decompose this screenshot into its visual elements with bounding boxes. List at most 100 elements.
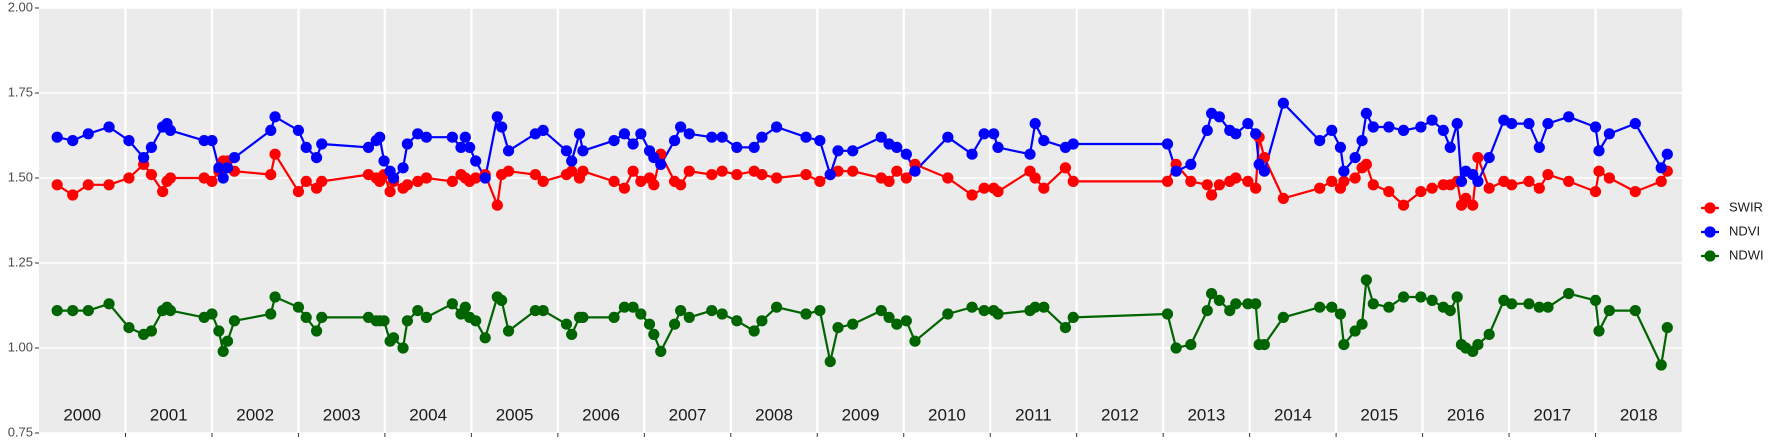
data-point <box>824 356 836 368</box>
data-point <box>655 345 667 357</box>
data-point <box>529 305 541 317</box>
y-tick-label: 1.50 <box>8 169 33 184</box>
legend-key <box>1704 226 1716 238</box>
year-label: 2002 <box>236 405 274 424</box>
data-point <box>387 332 400 344</box>
data-point <box>1589 186 1602 198</box>
data-point <box>374 131 386 143</box>
data-point <box>648 152 660 164</box>
data-point <box>491 111 503 123</box>
data-point <box>566 165 578 177</box>
data-point <box>635 128 647 140</box>
data-point <box>824 169 836 181</box>
data-point <box>1483 152 1495 164</box>
data-point <box>1523 298 1535 310</box>
data-point <box>1213 111 1225 123</box>
data-point <box>529 169 541 181</box>
data-point <box>1563 111 1575 123</box>
data-point <box>1629 186 1641 198</box>
data-point <box>1029 118 1041 130</box>
year-label: 2015 <box>1360 405 1398 424</box>
data-point <box>978 305 990 317</box>
y-tick-label: 1.75 <box>8 84 33 99</box>
data-point <box>1258 339 1270 351</box>
data-point <box>1472 175 1484 187</box>
data-point <box>228 152 241 164</box>
data-point <box>716 308 728 320</box>
data-point <box>228 315 241 327</box>
data-point <box>1360 107 1372 119</box>
data-point <box>1593 325 1605 337</box>
legend-key <box>1704 202 1716 214</box>
data-point <box>1029 301 1041 313</box>
data-point <box>1415 121 1427 133</box>
data-point <box>316 138 328 150</box>
data-point <box>1360 158 1372 170</box>
data-point <box>832 145 844 157</box>
year-label: 2018 <box>1620 405 1658 424</box>
data-point <box>1460 192 1472 204</box>
data-point <box>1242 175 1254 187</box>
data-point <box>942 308 954 320</box>
data-point <box>1205 288 1218 300</box>
data-point <box>1326 124 1338 136</box>
year-label: 2011 <box>1015 405 1052 424</box>
data-point <box>748 141 760 153</box>
data-point <box>51 179 63 191</box>
data-point <box>648 328 660 340</box>
data-point <box>756 315 768 327</box>
data-point <box>292 301 305 313</box>
data-point <box>992 141 1004 153</box>
data-point <box>1201 124 1213 136</box>
data-point <box>978 128 990 140</box>
data-point <box>401 138 413 150</box>
data-point <box>608 311 620 323</box>
data-point <box>217 172 229 184</box>
data-point <box>1661 148 1673 160</box>
data-point <box>206 175 218 187</box>
data-point <box>1661 322 1673 334</box>
data-point <box>470 172 482 184</box>
data-point <box>446 298 458 310</box>
y-tick-label: 1.25 <box>8 254 33 269</box>
data-point <box>412 175 424 187</box>
data-point <box>198 135 210 147</box>
data-point <box>82 179 94 191</box>
data-point <box>1338 165 1350 177</box>
data-point <box>1426 294 1438 306</box>
data-point <box>618 128 631 140</box>
data-point <box>1201 179 1213 191</box>
data-point <box>1170 342 1182 354</box>
data-point <box>213 325 225 337</box>
data-point <box>1024 148 1036 160</box>
data-point <box>502 325 515 337</box>
data-point <box>1467 199 1479 211</box>
data-point <box>1397 124 1410 136</box>
data-point <box>942 172 954 184</box>
data-point <box>1213 294 1225 306</box>
data-point <box>847 165 859 177</box>
data-point <box>310 152 323 164</box>
data-point <box>731 315 743 327</box>
data-point <box>420 311 433 323</box>
data-point <box>748 325 760 337</box>
data-point <box>420 131 433 143</box>
data-point <box>412 305 424 317</box>
data-point <box>1059 162 1072 174</box>
data-point <box>814 305 826 317</box>
data-point <box>265 124 277 136</box>
data-point <box>1161 138 1174 150</box>
data-point <box>942 131 954 143</box>
data-point <box>1230 298 1242 310</box>
data-point <box>988 128 1000 140</box>
data-point <box>992 186 1004 198</box>
data-point <box>300 141 312 153</box>
year-label: 2017 <box>1533 405 1571 424</box>
year-label: 2010 <box>928 405 966 424</box>
data-point <box>67 135 79 147</box>
data-point <box>164 124 177 136</box>
data-point <box>992 308 1004 320</box>
data-point <box>771 172 783 184</box>
data-point <box>900 315 912 327</box>
